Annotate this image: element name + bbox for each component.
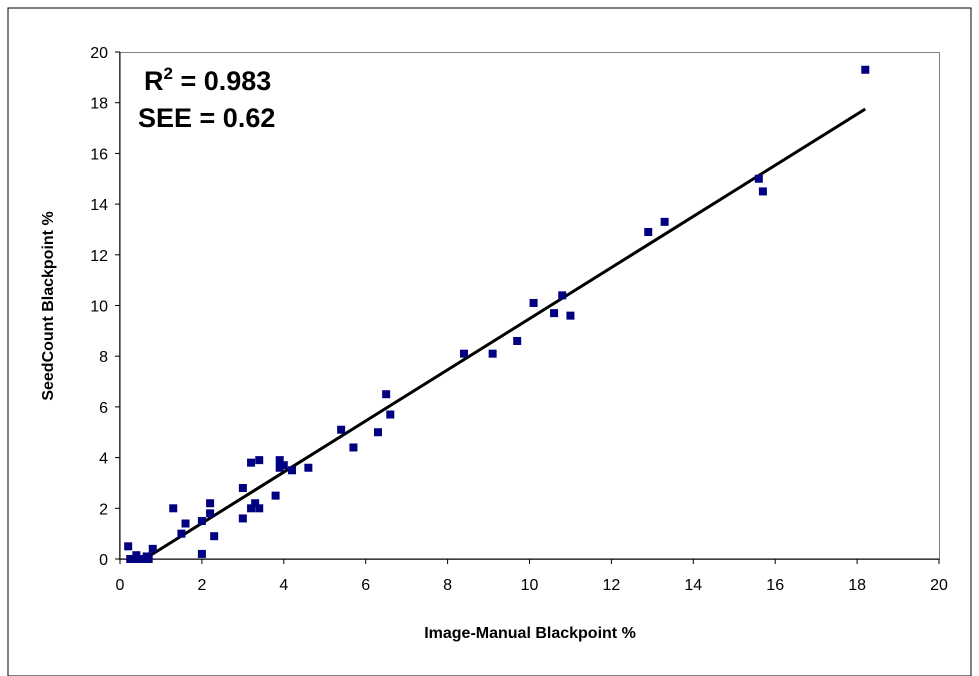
- r-squared-prefix: R: [144, 66, 164, 96]
- data-point: [758, 187, 767, 196]
- data-point: [382, 390, 391, 399]
- data-point: [238, 514, 247, 523]
- x-tick-label: 10: [521, 577, 539, 594]
- data-points: [124, 65, 870, 563]
- data-point: [861, 65, 870, 74]
- x-tick-label: 20: [930, 577, 948, 594]
- x-axis-title: Image-Manual Blackpoint %: [424, 625, 636, 642]
- data-point: [550, 309, 559, 318]
- data-point: [247, 504, 256, 513]
- x-tick-label: 0: [116, 577, 125, 594]
- x-axis: 0 2 4 6 8 10 12 14 16 18 20: [116, 558, 948, 594]
- data-point: [529, 298, 538, 307]
- data-point: [126, 555, 135, 563]
- y-axis-title: SeedCount Blackpoint %: [40, 211, 57, 400]
- data-point: [181, 519, 190, 528]
- data-point: [169, 504, 178, 513]
- data-point: [136, 555, 145, 563]
- data-point: [488, 349, 497, 358]
- data-point: [144, 555, 153, 563]
- data-point: [287, 466, 296, 475]
- y-tick-label: 14: [90, 197, 108, 214]
- data-point: [247, 458, 256, 467]
- x-tick-label: 12: [603, 577, 621, 594]
- data-point: [124, 542, 133, 551]
- y-axis: 0 2 4 6 8 10 12 14 16 18 20: [90, 45, 121, 569]
- data-point: [255, 456, 264, 465]
- x-tick-label: 2: [197, 577, 206, 594]
- see-annotation: SEE = 0.62: [138, 103, 275, 133]
- y-tick-label: 12: [90, 248, 108, 265]
- plot-area: [119, 52, 940, 560]
- x-tick-label: 18: [848, 577, 866, 594]
- data-point: [206, 499, 215, 508]
- y-tick-label: 18: [90, 96, 108, 113]
- data-point: [238, 484, 247, 493]
- x-tick-label: 14: [684, 577, 702, 594]
- data-point: [660, 217, 669, 226]
- y-tick-label: 0: [99, 552, 108, 569]
- y-tick-label: 20: [90, 45, 108, 62]
- data-point: [558, 291, 567, 300]
- data-point: [304, 463, 313, 472]
- x-tick-label: 6: [361, 577, 370, 594]
- y-tick-label: 6: [99, 400, 108, 417]
- data-point: [197, 549, 206, 558]
- r-squared-value: = 0.983: [173, 66, 271, 96]
- data-point: [279, 461, 288, 470]
- data-point: [459, 349, 468, 358]
- data-point: [251, 499, 260, 508]
- data-point: [566, 311, 575, 320]
- data-point: [275, 456, 284, 465]
- data-point: [271, 491, 280, 500]
- data-point: [337, 425, 346, 434]
- data-point: [349, 443, 358, 452]
- data-point: [754, 174, 763, 183]
- y-tick-label: 8: [99, 349, 108, 366]
- r-squared-superscript: 2: [164, 64, 173, 83]
- data-point: [373, 428, 382, 437]
- data-point: [644, 227, 653, 236]
- x-tick-label: 16: [766, 577, 784, 594]
- regression-line: [143, 107, 867, 561]
- y-tick-label: 10: [90, 299, 108, 316]
- data-point: [148, 544, 157, 553]
- data-point: [210, 532, 219, 541]
- data-point: [206, 509, 215, 518]
- y-tick-label: 4: [99, 451, 108, 468]
- r-squared-annotation: R2 = 0.983: [144, 64, 271, 96]
- data-point: [386, 410, 395, 419]
- y-tick-label: 2: [99, 501, 108, 518]
- data-point: [177, 529, 186, 538]
- y-tick-label: 16: [90, 146, 108, 163]
- data-point: [255, 504, 264, 513]
- x-tick-label: 8: [443, 577, 452, 594]
- data-point: [197, 516, 206, 525]
- data-point: [513, 336, 522, 345]
- data-point: [275, 463, 284, 472]
- x-tick-label: 4: [279, 577, 288, 594]
